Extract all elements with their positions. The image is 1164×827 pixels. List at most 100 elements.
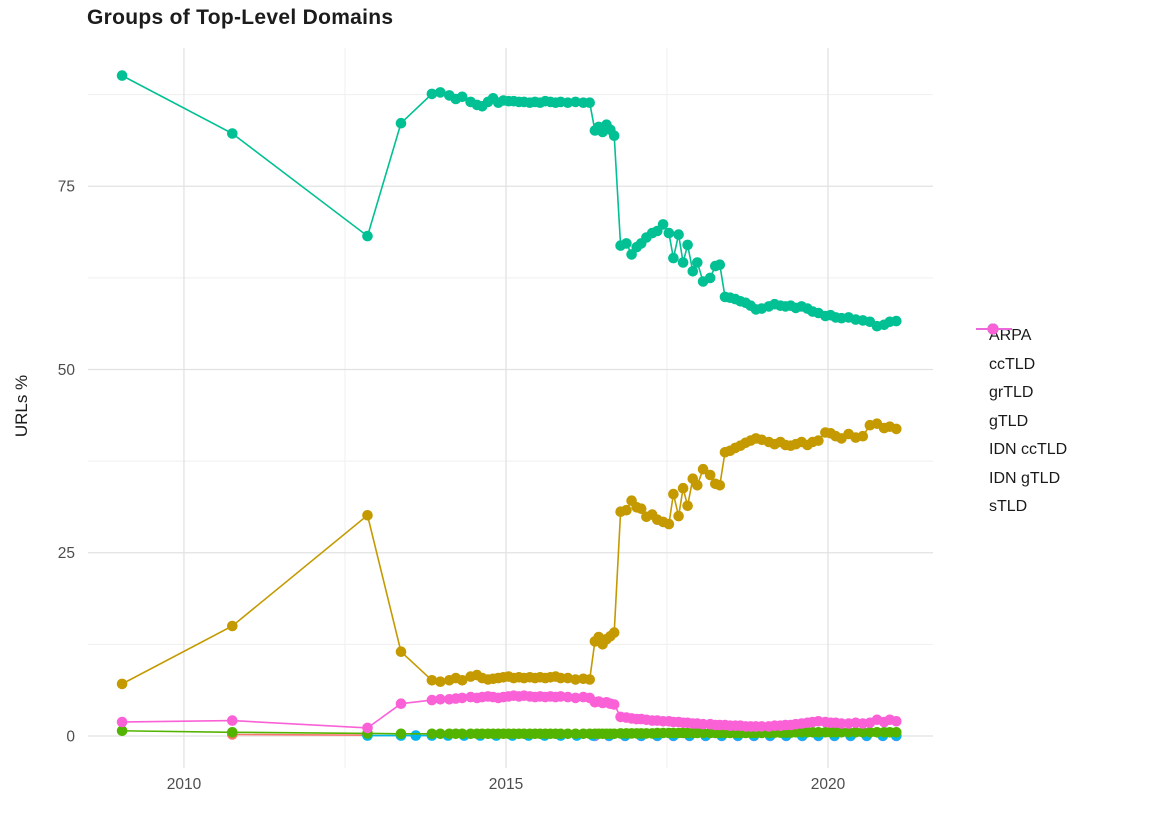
legend-item-sTLD: sTLD xyxy=(976,323,1067,522)
data-point xyxy=(435,87,446,98)
series-grTLD xyxy=(116,725,902,740)
data-point xyxy=(362,510,373,521)
data-point xyxy=(677,257,689,268)
legend-item-gTLD: gTLD xyxy=(976,323,1067,437)
data-point xyxy=(362,722,373,734)
data-point xyxy=(891,727,902,738)
y-tick-label: 50 xyxy=(58,362,76,379)
data-point xyxy=(657,219,669,230)
data-point xyxy=(426,675,438,686)
series-line xyxy=(121,422,897,685)
data-point xyxy=(562,97,574,108)
data-point xyxy=(682,500,693,512)
data-point xyxy=(687,266,699,277)
legend-item-label: grTLD xyxy=(989,384,1034,402)
y-tick-label: 0 xyxy=(66,728,75,745)
data-point xyxy=(426,88,438,100)
y-axis-label: URLs % xyxy=(12,374,31,438)
series-line xyxy=(232,733,368,737)
x-tick-label: 2015 xyxy=(489,776,523,793)
data-point xyxy=(621,504,632,516)
y-tick-label: 25 xyxy=(58,545,75,562)
data-point xyxy=(714,259,726,271)
x-tick-label: 2010 xyxy=(167,776,202,793)
data-point xyxy=(395,698,407,709)
data-point xyxy=(562,691,574,703)
series-ARPA xyxy=(227,729,373,741)
data-point xyxy=(227,128,238,139)
legend-item-label: IDN gTLD xyxy=(989,469,1061,487)
data-point xyxy=(456,728,468,740)
data-point xyxy=(673,510,684,522)
series-sTLD xyxy=(116,690,902,734)
data-point xyxy=(663,227,675,239)
legend: ARPA ccTLD grTLD gTLD IDN ccTLD IDN gTLD sTLD xyxy=(976,322,1067,522)
legend-key-icon xyxy=(976,323,1012,335)
legend-item-IDN-ccTLD: IDN ccTLD xyxy=(976,323,1068,465)
data-point xyxy=(608,627,620,638)
data-point xyxy=(692,480,703,491)
data-point xyxy=(435,694,446,705)
data-point xyxy=(227,620,238,632)
data-point xyxy=(813,435,824,446)
data-point xyxy=(857,430,869,442)
series-line xyxy=(121,74,897,328)
data-point xyxy=(570,728,581,740)
y-tick-label: 75 xyxy=(58,179,75,196)
data-point xyxy=(410,730,422,741)
data-point xyxy=(668,252,679,264)
legend-item-ccTLD: ccTLD xyxy=(976,323,1067,380)
data-point xyxy=(435,676,446,687)
legend-item-label: sTLD xyxy=(989,498,1028,516)
series-gTLD xyxy=(116,70,902,332)
data-point xyxy=(608,130,620,141)
data-point xyxy=(426,728,438,740)
data-point xyxy=(677,482,689,494)
data-point xyxy=(714,480,726,491)
legend-item-label: ccTLD xyxy=(989,355,1036,373)
data-point xyxy=(456,675,468,686)
data-point xyxy=(395,117,407,129)
legend-item-label: IDN ccTLD xyxy=(989,441,1068,459)
data-point xyxy=(891,716,902,727)
data-point xyxy=(891,315,902,327)
data-point xyxy=(584,674,595,685)
chart-title: Groups of Top-Level Domains xyxy=(87,6,394,29)
data-point xyxy=(116,70,128,81)
legend-key-dot xyxy=(987,323,999,335)
data-point xyxy=(362,230,373,242)
data-point xyxy=(635,503,647,514)
legend-item-grTLD: grTLD xyxy=(976,323,1067,408)
data-point xyxy=(697,463,709,475)
data-point xyxy=(692,257,703,268)
data-point xyxy=(891,423,902,435)
data-point xyxy=(570,692,581,704)
data-point xyxy=(608,699,620,710)
data-point xyxy=(426,694,438,706)
data-point xyxy=(116,725,128,737)
legend-item-label: ARPA xyxy=(989,327,1032,345)
data-point xyxy=(621,238,632,249)
data-point xyxy=(116,716,128,728)
data-point xyxy=(116,678,128,690)
data-point xyxy=(435,728,446,740)
data-point xyxy=(673,229,684,240)
data-point xyxy=(456,692,468,704)
data-point xyxy=(395,728,407,740)
legend-item-label: gTLD xyxy=(989,412,1029,430)
data-point xyxy=(562,728,574,740)
legend-item-IDN-gTLD: IDN gTLD xyxy=(976,323,1067,494)
series-ccTLD xyxy=(116,418,902,690)
data-point xyxy=(456,91,468,103)
data-point xyxy=(227,715,238,726)
data-point xyxy=(584,97,595,108)
data-point xyxy=(668,488,679,500)
data-point xyxy=(570,96,581,108)
data-point xyxy=(663,518,675,530)
data-point xyxy=(682,239,693,251)
data-point xyxy=(227,727,238,738)
data-point xyxy=(704,469,716,481)
data-point xyxy=(395,646,407,657)
